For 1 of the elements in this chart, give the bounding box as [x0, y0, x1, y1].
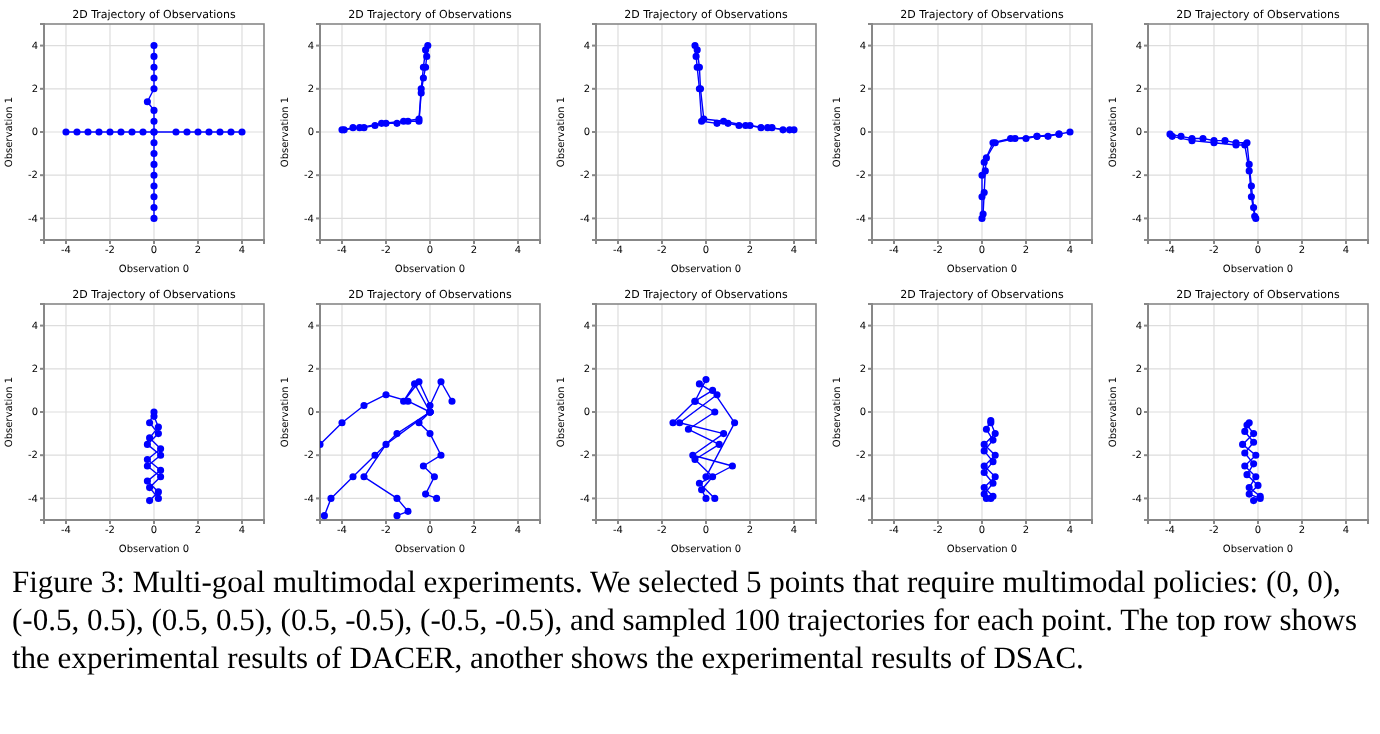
caption: Figure 3: Multi-goal multimodal experiments. We selected 5 points that require multimodal policies: (0, 0), (-0.5, 0.5), (0.5, 0.5), (0.5, -0.5), (-0.5, -0.5), and sampled 100 trajectories for each point. The top row shows the experimental results of DACER, another shows the experimental results of DSAC.: [12, 564, 1360, 678]
